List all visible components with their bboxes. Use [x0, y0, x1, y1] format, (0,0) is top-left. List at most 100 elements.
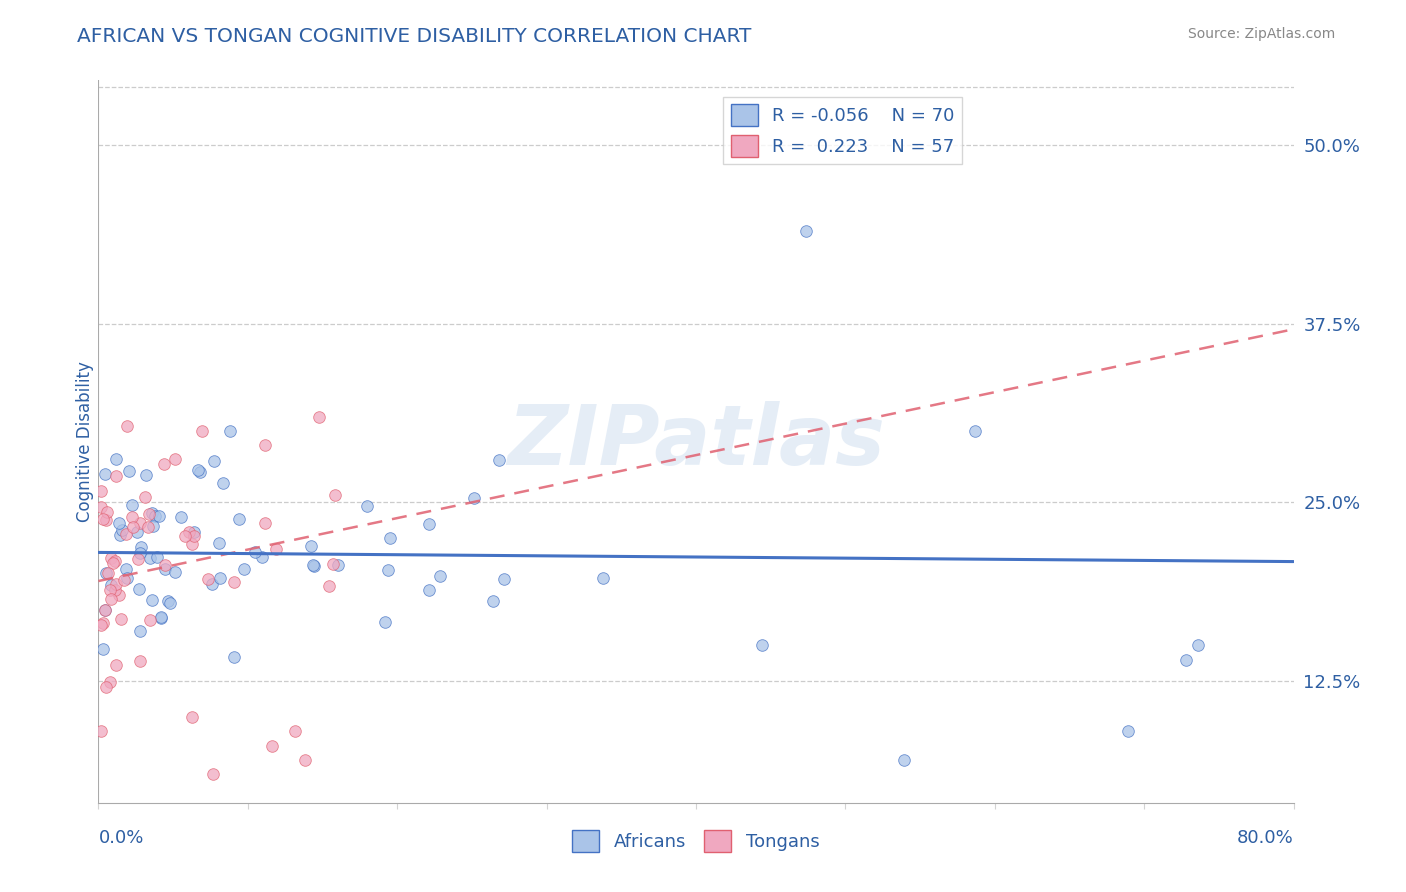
Point	[105, 452, 128, 467]
Point	[108, 516, 131, 530]
Point	[482, 594, 505, 608]
Point	[97, 566, 120, 581]
Point	[173, 529, 195, 543]
Point	[180, 710, 202, 724]
Point	[228, 512, 250, 526]
Point	[104, 577, 127, 591]
Point	[318, 579, 340, 593]
Point	[104, 554, 127, 568]
Point	[183, 524, 205, 539]
Point	[1116, 724, 1139, 739]
Point	[96, 505, 118, 519]
Point	[149, 610, 172, 624]
Point	[262, 739, 284, 753]
Point	[134, 490, 156, 504]
Point	[153, 457, 176, 471]
Point	[122, 519, 145, 533]
Point	[98, 674, 121, 689]
Point	[377, 563, 399, 577]
Point	[356, 499, 378, 513]
Point	[202, 767, 225, 781]
Point	[145, 549, 167, 564]
Point	[127, 525, 149, 540]
Point	[374, 615, 396, 629]
Point	[494, 572, 516, 586]
Point	[129, 546, 152, 560]
Point	[93, 467, 115, 482]
Point	[191, 424, 214, 438]
Point	[127, 551, 149, 566]
Point	[143, 509, 166, 524]
Point	[114, 573, 136, 587]
Point	[128, 624, 150, 639]
Point	[148, 509, 170, 524]
Point	[208, 571, 231, 585]
Point	[117, 571, 139, 585]
Point	[488, 453, 510, 467]
Point	[202, 454, 225, 468]
Point	[253, 516, 276, 531]
Text: 80.0%: 80.0%	[1237, 829, 1294, 847]
Point	[115, 419, 138, 434]
Text: AFRICAN VS TONGAN COGNITIVE DISABILITY CORRELATION CHART: AFRICAN VS TONGAN COGNITIVE DISABILITY C…	[77, 27, 752, 45]
Point	[170, 510, 193, 524]
Point	[118, 464, 141, 478]
Point	[149, 611, 172, 625]
Text: Source: ZipAtlas.com: Source: ZipAtlas.com	[1188, 27, 1336, 41]
Point	[163, 452, 186, 467]
Point	[224, 575, 246, 590]
Point	[155, 558, 177, 572]
Point	[284, 724, 307, 739]
Point	[197, 572, 219, 586]
Point	[139, 613, 162, 627]
Point	[211, 475, 233, 490]
Point	[139, 551, 162, 566]
Legend: Africans, Tongans: Africans, Tongans	[565, 822, 827, 859]
Point	[322, 557, 344, 571]
Point	[299, 539, 322, 553]
Point	[429, 569, 451, 583]
Point	[243, 545, 266, 559]
Point	[233, 562, 256, 576]
Text: 0.0%: 0.0%	[98, 829, 143, 847]
Point	[1187, 639, 1209, 653]
Point	[250, 549, 273, 564]
Point	[201, 577, 224, 591]
Y-axis label: Cognitive Disability: Cognitive Disability	[76, 361, 94, 522]
Point	[294, 753, 316, 767]
Point	[592, 570, 614, 584]
Point	[378, 532, 401, 546]
Point	[181, 537, 204, 551]
Point	[188, 465, 211, 479]
Point	[418, 583, 440, 598]
Point	[1175, 653, 1198, 667]
Point	[153, 562, 176, 576]
Point	[100, 577, 122, 591]
Point	[308, 409, 330, 424]
Point	[94, 602, 117, 616]
Point	[100, 592, 122, 607]
Point	[207, 536, 229, 550]
Point	[965, 424, 987, 438]
Point	[142, 519, 165, 533]
Point	[218, 424, 240, 438]
Point	[100, 582, 122, 597]
Point	[302, 558, 325, 573]
Point	[107, 588, 129, 602]
Point	[751, 639, 773, 653]
Point	[183, 529, 205, 543]
Point	[94, 603, 117, 617]
Point	[136, 520, 159, 534]
Point	[91, 512, 114, 526]
Point	[121, 510, 143, 524]
Point	[91, 615, 114, 630]
Point	[129, 516, 152, 531]
Point	[90, 724, 112, 739]
Point	[115, 527, 138, 541]
Point	[111, 523, 134, 537]
Point	[325, 488, 347, 502]
Point	[159, 596, 181, 610]
Point	[253, 438, 276, 452]
Point	[105, 657, 128, 672]
Point	[90, 617, 112, 632]
